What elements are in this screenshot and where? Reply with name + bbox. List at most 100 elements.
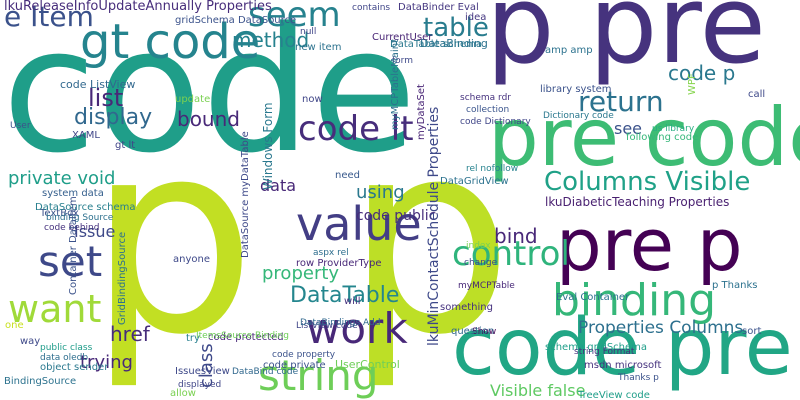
word: table — [423, 13, 489, 43]
word: string — [258, 351, 379, 400]
word: allow — [170, 388, 196, 399]
word: myMCPTable — [458, 281, 515, 291]
word: way — [20, 336, 40, 347]
word: displayed — [178, 380, 221, 390]
word: bind — [494, 224, 538, 248]
word: code property — [272, 350, 336, 360]
word: Thanks p — [617, 373, 659, 383]
word: code public — [356, 208, 436, 224]
word: GridBindingSource — [117, 232, 128, 325]
word: aspx rel — [313, 248, 349, 258]
word: CurrentUser — [372, 32, 433, 43]
word: pre code — [488, 91, 800, 184]
word: Properties Columns — [578, 318, 743, 338]
word: work — [306, 304, 408, 353]
word: IssuesView — [175, 366, 230, 377]
word: value — [296, 197, 422, 251]
word: p Thanks — [712, 280, 757, 291]
word: private void — [8, 168, 115, 189]
word: will — [344, 296, 361, 307]
word: Show — [472, 327, 496, 337]
word: XAML — [72, 130, 100, 141]
word: code protected — [208, 332, 284, 343]
word: code — [2, 0, 417, 191]
word: DataGridView — [440, 176, 509, 187]
word: string Format — [574, 347, 635, 357]
word: method — [232, 28, 309, 52]
word: gt lt — [115, 140, 135, 151]
word: gt code — [80, 14, 260, 70]
word: DataBind code — [232, 367, 299, 377]
word: contains — [352, 3, 390, 13]
word: Visible false — [490, 381, 585, 400]
word: href — [110, 322, 151, 346]
word: DataSource myDataTable — [240, 131, 251, 258]
word: myMCPTableMaint — [390, 39, 401, 130]
word: DataBinding — [420, 37, 488, 50]
word: myDataSet — [416, 84, 427, 140]
word: pre p — [556, 203, 743, 287]
word: Eval Container — [556, 292, 630, 303]
word: ListView code — [296, 321, 358, 331]
word: amp amp — [545, 45, 593, 56]
word: code Dictionary — [460, 117, 531, 127]
word: idea — [465, 12, 486, 23]
word: User — [10, 121, 31, 131]
word: Container DataItem — [68, 196, 79, 295]
word: p — [345, 85, 513, 393]
word: something — [440, 302, 493, 313]
word: code ListView — [60, 78, 135, 91]
word: ItemsSource Binding — [196, 331, 289, 341]
word: control — [452, 234, 570, 274]
word: DataTable schema — [390, 39, 482, 50]
word: question — [451, 326, 494, 337]
word: us library — [652, 124, 695, 134]
word: UserControl — [335, 358, 400, 371]
word: msdn microsoft — [584, 360, 662, 371]
word: index — [466, 241, 491, 251]
word: want — [8, 287, 101, 331]
word: DataBinder Eval — [398, 2, 479, 13]
word: try — [186, 333, 200, 344]
word: public class — [40, 343, 93, 353]
word: bound — [177, 107, 240, 131]
word: DataTable — [290, 283, 399, 308]
word: call — [748, 89, 765, 100]
word: library system — [540, 84, 612, 95]
word: TextBox — [39, 208, 79, 219]
word: p pre — [486, 0, 766, 88]
word: p — [88, 85, 256, 393]
word: data oledb — [40, 353, 88, 363]
word: seem — [248, 0, 341, 35]
word: using — [356, 182, 405, 203]
word: update — [175, 94, 210, 105]
word: display — [74, 105, 152, 130]
word: data — [260, 176, 296, 195]
word: lkuReleaseInfoUpdateAnnually Properties — [4, 0, 272, 14]
word: rel nofollow — [466, 164, 518, 174]
word: new item — [295, 42, 341, 53]
word: system data — [42, 188, 104, 199]
word: lkuDiabeticTeaching Properties — [545, 195, 729, 209]
word: row ProviderType — [296, 258, 382, 269]
word: gridSchema DataSource — [175, 15, 296, 26]
word: sort — [742, 326, 761, 337]
word: property — [262, 263, 339, 284]
word: code pre — [452, 303, 793, 393]
word: now — [302, 94, 323, 105]
word: null — [300, 27, 316, 37]
word: binding Source — [46, 213, 114, 223]
word: code lt — [298, 109, 414, 149]
word: anyone — [173, 254, 210, 265]
word: Issue — [74, 222, 115, 241]
word: code private — [263, 360, 326, 371]
word: set — [38, 237, 102, 286]
word: Windows Form — [261, 102, 275, 190]
word: object sender — [40, 362, 109, 373]
word: trying — [80, 352, 133, 373]
word: change — [464, 258, 498, 268]
word: e Item — [4, 0, 94, 33]
word: DataSource schema — [35, 202, 135, 213]
word: following code — [626, 132, 698, 143]
